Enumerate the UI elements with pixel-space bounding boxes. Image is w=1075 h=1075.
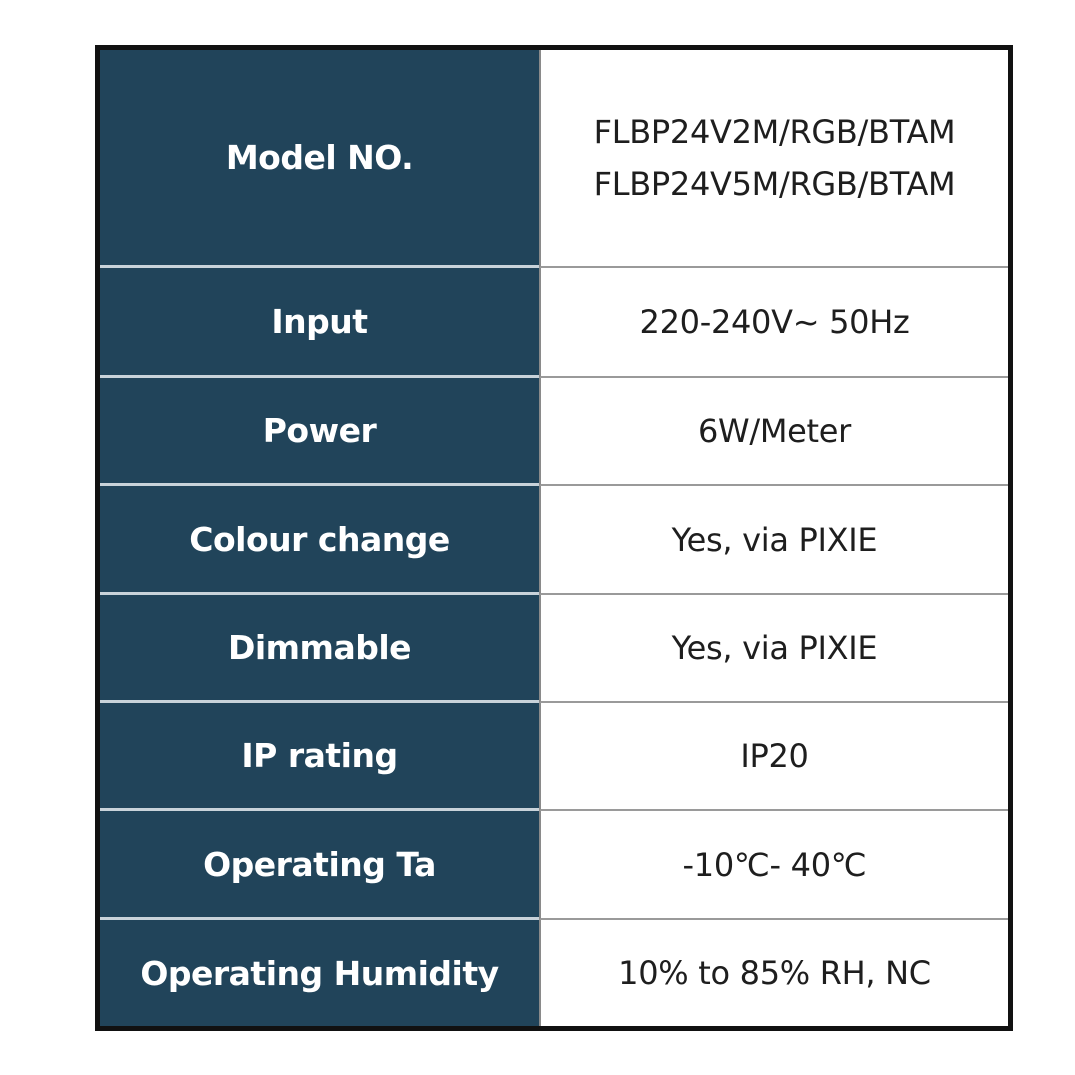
label-power: Power <box>100 378 539 486</box>
value-input: 220-240V~ 50Hz <box>539 268 1008 378</box>
label-operating-humidity: Operating Humidity <box>100 920 539 1026</box>
label-input: Input <box>100 268 539 378</box>
model-number-2: FLBP24V5M/RGB/BTAM <box>593 165 956 203</box>
value-operating-humidity: 10% to 85% RH, NC <box>539 920 1008 1026</box>
value-colour-change: Yes, via PIXIE <box>539 486 1008 595</box>
label-dimmable: Dimmable <box>100 595 539 703</box>
spec-table: Model NO. FLBP24V2M/RGB/BTAM FLBP24V5M/R… <box>95 45 1013 1031</box>
label-operating-ta: Operating Ta <box>100 811 539 920</box>
value-power: 6W/Meter <box>539 378 1008 486</box>
value-dimmable: Yes, via PIXIE <box>539 595 1008 703</box>
value-ip-rating: IP20 <box>539 703 1008 811</box>
label-model-no: Model NO. <box>100 50 539 268</box>
label-ip-rating: IP rating <box>100 703 539 811</box>
label-colour-change: Colour change <box>100 486 539 595</box>
value-operating-ta: -10℃- 40℃ <box>539 811 1008 920</box>
model-number-1: FLBP24V2M/RGB/BTAM <box>593 113 956 151</box>
value-model-no: FLBP24V2M/RGB/BTAM FLBP24V5M/RGB/BTAM <box>539 50 1008 268</box>
